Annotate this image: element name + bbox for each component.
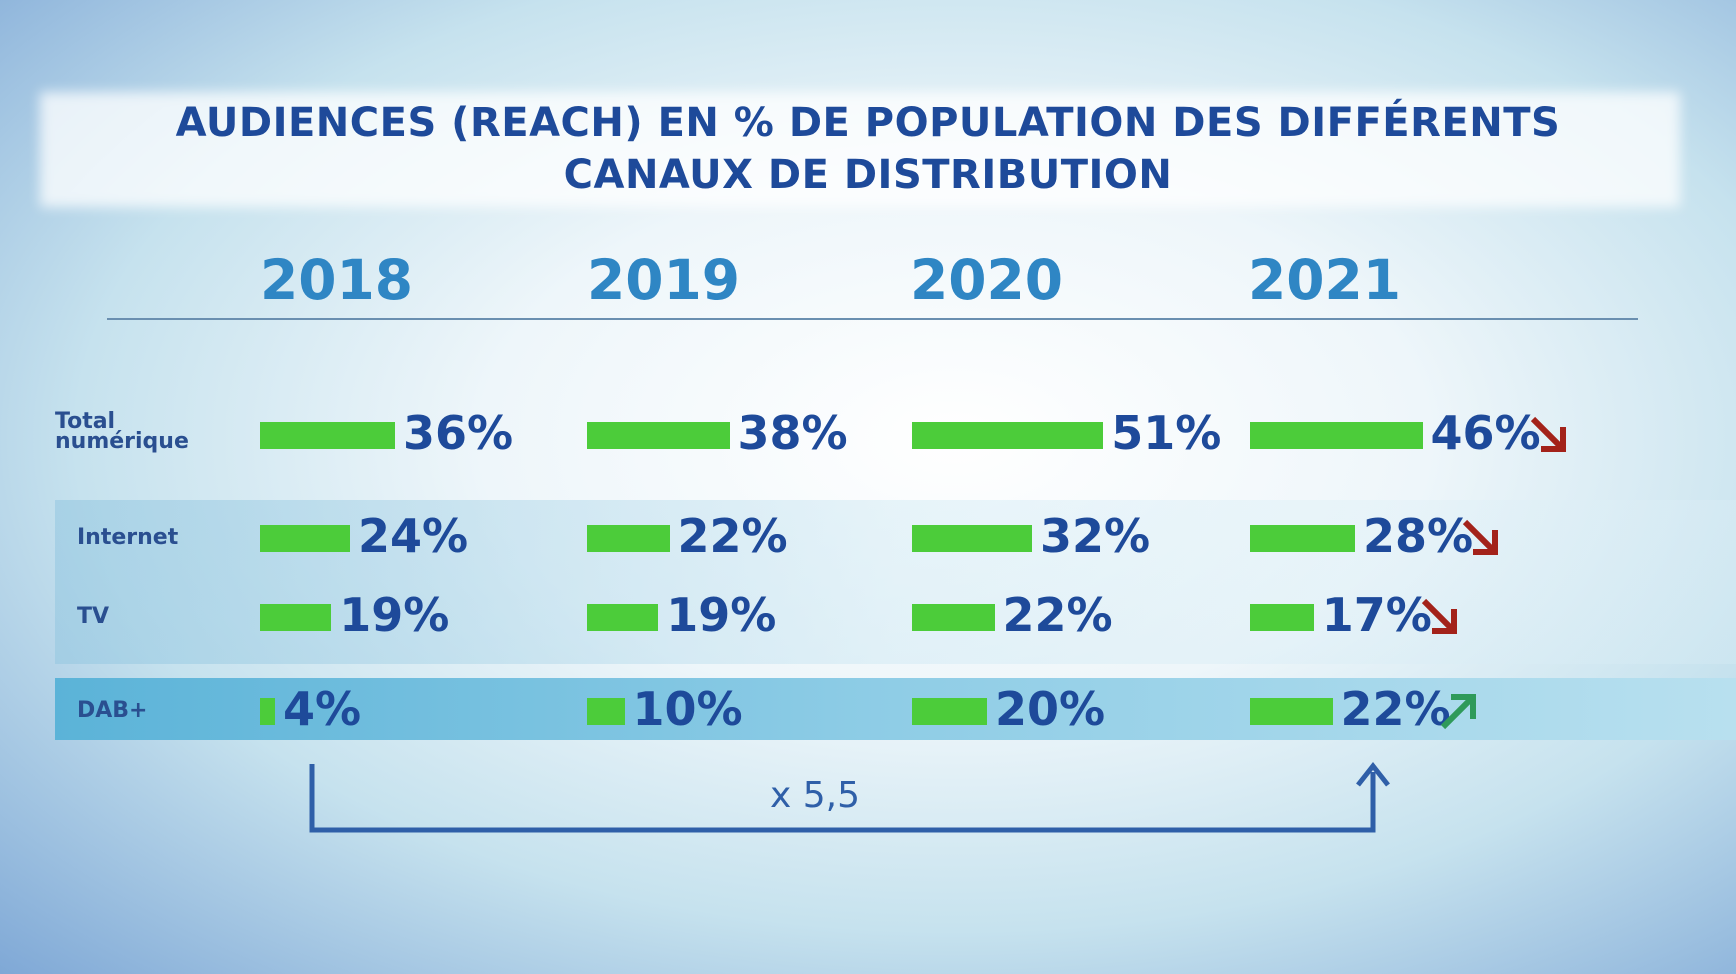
year-2018: 2018 <box>260 248 414 312</box>
value-label: 24% <box>358 509 469 563</box>
trend-down-arrow-icon <box>1462 519 1498 555</box>
arrow-up-icon <box>1356 761 1390 787</box>
growth-factor-label: x 5,5 <box>770 775 860 816</box>
bar-tv-2020 <box>912 604 995 631</box>
bar-dab--2020 <box>912 698 987 725</box>
value-label: 22% <box>1340 682 1451 736</box>
year-2019: 2019 <box>587 248 741 312</box>
row-label-internet: Internet <box>77 525 179 550</box>
year-2020: 2020 <box>910 248 1064 312</box>
value-label: 10% <box>632 682 743 736</box>
bar-internet-2019 <box>587 525 670 552</box>
value-label: 17% <box>1321 588 1432 642</box>
row-label-dab: DAB+ <box>77 698 148 723</box>
chart-title-line-2: CANAUX DE DISTRIBUTION <box>563 152 1173 198</box>
growth-bracket-line <box>309 764 1376 833</box>
trend-up-arrow-icon <box>1440 694 1476 730</box>
value-label: 32% <box>1040 509 1151 563</box>
bar-tv-2019 <box>587 604 659 631</box>
value-label: 22% <box>677 509 788 563</box>
bar-dab--2018 <box>260 698 275 725</box>
value-label: 38% <box>737 406 848 460</box>
value-label: 20% <box>995 682 1106 736</box>
value-label: 46% <box>1430 406 1541 460</box>
bar-total-num-rique-2018 <box>260 422 395 449</box>
bar-internet-2018 <box>260 525 350 552</box>
value-label: 36% <box>403 406 514 460</box>
row-label-tv: TV <box>77 604 110 629</box>
bar-dab--2021 <box>1250 698 1333 725</box>
bar-total-num-rique-2021 <box>1250 422 1423 449</box>
value-label: 19% <box>666 588 777 642</box>
row-label-total: Total numérique <box>55 409 189 454</box>
bar-total-num-rique-2019 <box>587 422 730 449</box>
chart-title-line-1: AUDIENCES (REACH) EN % DE POPULATION DES… <box>175 100 1561 146</box>
bar-tv-2018 <box>260 604 332 631</box>
row-band-dab <box>55 678 1736 740</box>
title-background <box>40 92 1680 207</box>
value-label: 4% <box>283 682 362 736</box>
trend-down-arrow-icon <box>1421 598 1457 634</box>
value-label: 19% <box>339 588 450 642</box>
trend-down-arrow-icon <box>1530 416 1566 452</box>
value-label: 22% <box>1002 588 1113 642</box>
bar-total-num-rique-2020 <box>912 422 1104 449</box>
bar-dab--2019 <box>587 698 625 725</box>
year-2021: 2021 <box>1248 248 1402 312</box>
header-divider <box>107 318 1638 320</box>
value-label: 28% <box>1363 509 1474 563</box>
bar-internet-2021 <box>1250 525 1355 552</box>
bar-internet-2020 <box>912 525 1032 552</box>
bar-tv-2021 <box>1250 604 1314 631</box>
value-label: 51% <box>1111 406 1222 460</box>
